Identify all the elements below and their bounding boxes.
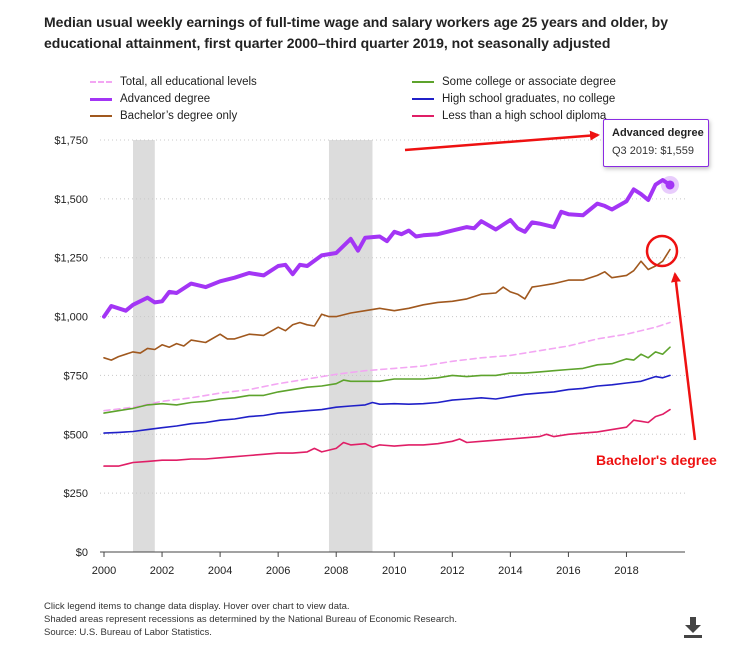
y-tick-label-500: $500 <box>64 429 88 441</box>
legend-item-advanced[interactable]: Advanced degree <box>90 90 210 108</box>
y-tick-label-1500: $1,500 <box>54 194 88 206</box>
y-tick-label-1000: $1,000 <box>54 312 88 324</box>
line-chart: $0 $250 $500 $750 $1,000 $1,250 $1,500 $1,750 20… <box>54 130 697 577</box>
x-tick-label-2014: 2014 <box>498 565 522 577</box>
legend-item-high-school[interactable]: High school graduates, no college <box>412 90 615 108</box>
y-tick-label-750: $750 <box>64 370 88 382</box>
legend-swatch-high-school <box>412 98 434 100</box>
tooltip-value: Q3 2019: $1,559 <box>612 145 694 157</box>
legend-swatch-total <box>90 81 112 83</box>
legend-swatch-some-college <box>412 81 434 83</box>
x-tick-label-2010: 2010 <box>382 565 406 577</box>
legend-item-total[interactable]: Total, all educational levels <box>90 73 257 91</box>
legend-swatch-less-hs <box>412 115 434 117</box>
series-line-total <box>103 321 671 412</box>
legend-label-high-school: High school graduates, no college <box>442 93 616 105</box>
x-tick-label-2004: 2004 <box>208 565 232 577</box>
legend-label-total: Total, all educational levels <box>120 76 257 88</box>
series-line-advanced <box>102 178 672 319</box>
footnotes: Click legend items to change data displa… <box>44 600 457 639</box>
y-tick-label-250: $250 <box>64 488 88 500</box>
annotation-arrow-tooltip <box>404 130 600 152</box>
hover-marker <box>665 180 675 190</box>
footnote-instructions: Click legend items to change data displa… <box>44 601 350 612</box>
legend-swatch-advanced <box>90 97 112 101</box>
footnote-recessions: Shaded areas represent recessions as det… <box>44 614 457 625</box>
x-tick-label-2008: 2008 <box>324 565 348 577</box>
legend-label-bachelors: Bachelor’s degree only <box>120 110 238 122</box>
legend-item-less-hs[interactable]: Less than a high school diploma <box>412 107 606 125</box>
footnote-source: Source: U.S. Bureau of Labor Statistics. <box>44 627 212 638</box>
chart-title: Median usual weekly earnings of full-tim… <box>44 14 669 51</box>
x-tick-label-2002: 2002 <box>150 565 174 577</box>
x-tick-label-2006: 2006 <box>266 565 290 577</box>
series-line-less-hs <box>103 408 671 467</box>
x-tick-label-2012: 2012 <box>440 565 464 577</box>
annotation-circle-bachelors <box>645 234 679 268</box>
annotation-arrow-bachelors <box>670 272 697 441</box>
bachelors-degree-annotation: Bachelor's degree <box>596 452 717 468</box>
legend-label-some-college: Some college or associate degree <box>442 76 616 88</box>
tooltip-title: Advanced degree <box>612 127 704 139</box>
legend-swatch-bachelors <box>90 115 112 117</box>
tooltip: Advanced degree Q3 2019: $1,559 <box>603 119 709 167</box>
x-tick-label-2018: 2018 <box>614 565 638 577</box>
legend-item-some-college[interactable]: Some college or associate degree <box>412 73 616 91</box>
series-line-some-college <box>103 346 671 414</box>
legend-label-advanced: Advanced degree <box>120 93 211 105</box>
series-line-high-school <box>103 374 671 434</box>
x-tick-label-2016: 2016 <box>556 565 580 577</box>
recession-band-2 <box>328 140 373 552</box>
x-tick-label-2000: 2000 <box>92 565 116 577</box>
y-tick-label-1250: $1,250 <box>54 253 88 265</box>
recession-band-1 <box>133 140 155 552</box>
y-tick-label-1750: $1,750 <box>54 135 88 147</box>
legend-label-less-hs: Less than a high school diploma <box>442 110 607 122</box>
download-icon[interactable] <box>680 614 706 640</box>
y-tick-label-0: $0 <box>76 547 88 559</box>
series-line-bachelors <box>103 248 671 361</box>
legend-item-bachelors[interactable]: Bachelor’s degree only <box>90 107 237 125</box>
